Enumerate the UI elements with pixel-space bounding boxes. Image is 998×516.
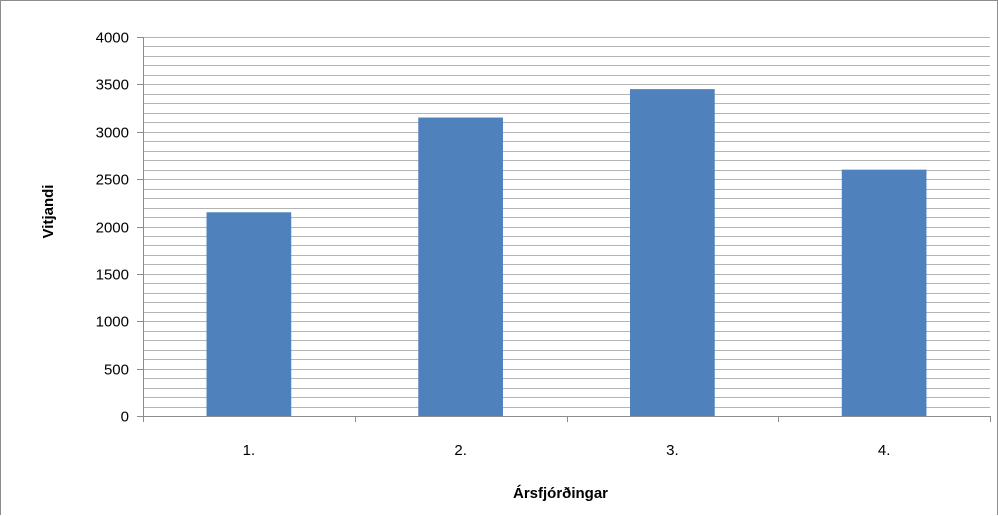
x-tick-label: 2. [454, 442, 467, 459]
x-tick-label: 3. [666, 442, 679, 459]
bars [206, 89, 927, 417]
x-tick-label: 1. [243, 442, 256, 459]
x-tick-label: 4. [878, 442, 891, 459]
axes [137, 37, 991, 422]
y-tick-label: 3500 [96, 77, 129, 94]
y-tick-label: 0 [121, 409, 129, 426]
y-tick-label: 1500 [96, 267, 129, 284]
y-axis-title: Vitjandi [40, 185, 57, 239]
y-tick-labels: 0 500 1000 1500 2000 2500 3000 3500 4000 [96, 30, 129, 426]
y-tick-label: 4000 [96, 30, 129, 47]
x-axis-title: Ársfjórðingar [513, 485, 608, 502]
bar-2 [418, 117, 503, 416]
y-tick-label: 1000 [96, 314, 129, 331]
x-tick-labels: 1. 2. 3. 4. [243, 442, 891, 459]
y-tick-label: 3000 [96, 125, 129, 142]
y-tick-label: 2000 [96, 220, 129, 237]
bar-3 [630, 89, 715, 417]
bar-4 [841, 169, 927, 416]
bar-1 [206, 212, 292, 416]
y-tick-label: 500 [104, 362, 129, 379]
y-tick-label: 2500 [96, 172, 129, 189]
